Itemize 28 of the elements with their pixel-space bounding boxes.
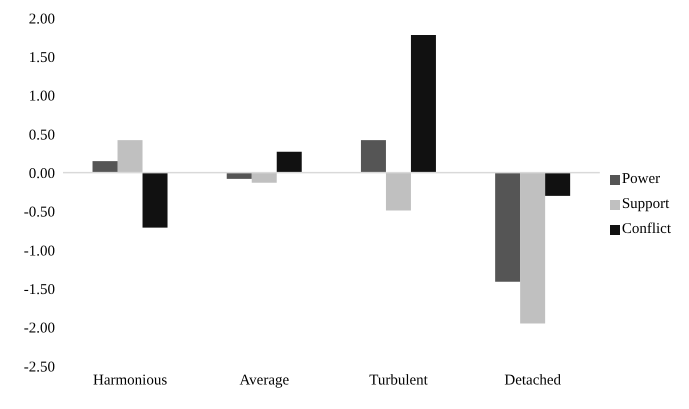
- y-tick-label: -0.50: [24, 204, 55, 221]
- bar: [545, 172, 570, 196]
- bar: [252, 172, 277, 183]
- legend-label: Conflict: [622, 221, 671, 238]
- bar: [410, 35, 436, 173]
- bar: [520, 172, 546, 324]
- y-tick-label: 2.00: [28, 11, 55, 28]
- legend-label: Support: [622, 196, 670, 213]
- y-tick-label: 1.00: [28, 88, 55, 105]
- x-tick-label: Turbulent: [369, 372, 429, 389]
- bar: [495, 172, 520, 282]
- bar: [386, 172, 411, 211]
- bar: [118, 140, 143, 173]
- y-tick-label: -1.00: [24, 243, 55, 260]
- y-tick-label: -1.50: [24, 282, 55, 298]
- bar: [276, 152, 302, 173]
- y-tick-label: -2.50: [24, 359, 55, 376]
- y-tick-label: 1.50: [28, 50, 55, 66]
- x-tick-label: Average: [239, 372, 290, 389]
- bar: [142, 172, 168, 228]
- y-tick-label: 0.00: [28, 166, 55, 182]
- y-tick-label: -2.00: [24, 320, 55, 337]
- x-tick-label: Detached: [504, 372, 562, 389]
- bar: [92, 161, 118, 173]
- y-tick-label: 0.50: [28, 127, 55, 144]
- legend-label: Power: [622, 171, 660, 188]
- bar: [360, 140, 386, 173]
- x-tick-label: Harmonious: [93, 372, 168, 389]
